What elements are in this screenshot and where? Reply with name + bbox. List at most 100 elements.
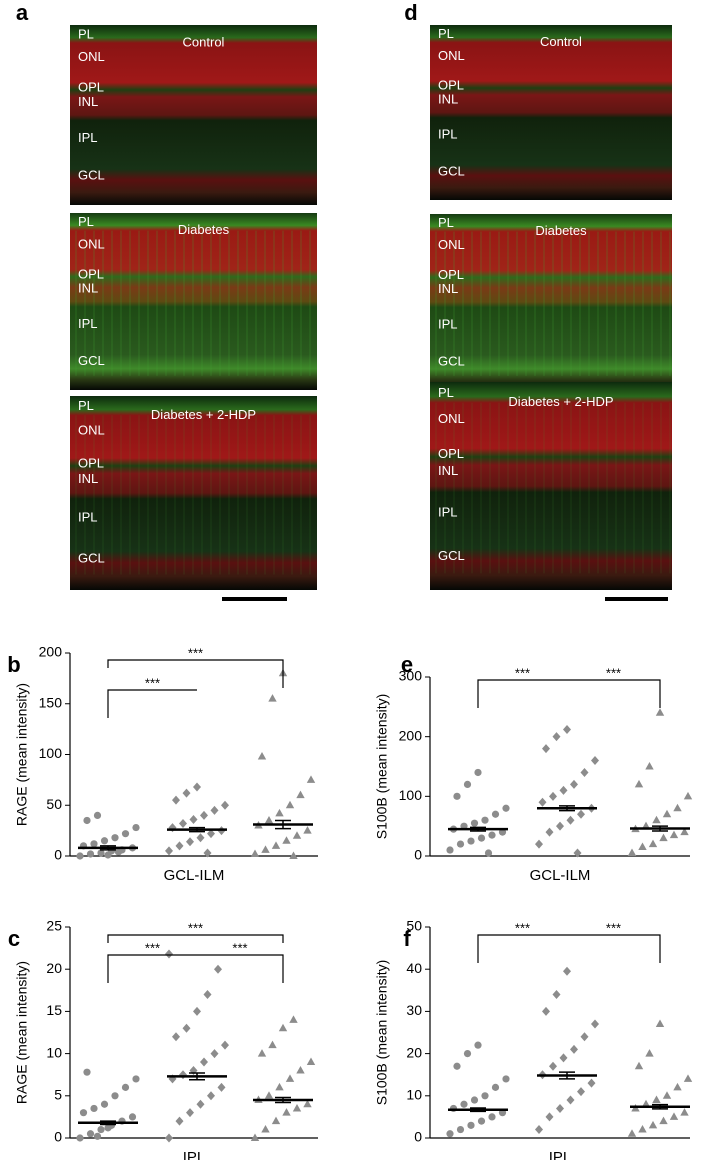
layer-label: INL xyxy=(78,471,98,486)
layer-label: PL xyxy=(78,398,94,413)
data-point xyxy=(207,829,215,839)
data-point xyxy=(655,708,665,716)
data-point xyxy=(193,782,201,792)
data-point xyxy=(200,810,208,820)
condition-label: Diabetes xyxy=(178,222,230,237)
layer-label: IPL xyxy=(438,504,458,519)
data-point xyxy=(453,792,461,800)
significance-bracket xyxy=(477,679,567,708)
data-point xyxy=(488,831,496,839)
y-tick-label: 150 xyxy=(39,694,63,710)
data-point xyxy=(83,816,91,825)
data-point xyxy=(680,827,689,836)
significance-bracket xyxy=(477,934,567,963)
data-point xyxy=(221,800,229,810)
data-point xyxy=(179,819,187,829)
data-point xyxy=(257,752,267,760)
data-point xyxy=(474,768,482,777)
significance-bracket xyxy=(107,659,284,688)
significance-label: *** xyxy=(145,675,160,690)
data-point xyxy=(90,840,98,848)
data-point xyxy=(559,1053,568,1063)
data-point xyxy=(641,1099,651,1108)
data-point xyxy=(285,1074,295,1082)
layer-label: OPL xyxy=(438,78,464,93)
data-point xyxy=(303,826,312,834)
data-point xyxy=(502,804,510,812)
data-point xyxy=(655,1019,665,1028)
data-point xyxy=(638,842,647,851)
data-point xyxy=(86,850,95,858)
data-point xyxy=(121,1083,130,1091)
layer-label: OPL xyxy=(438,446,464,461)
layer-label: OPL xyxy=(78,266,104,281)
data-point xyxy=(535,1125,543,1135)
y-tick-label: 300 xyxy=(399,668,423,684)
significance-label: *** xyxy=(515,665,530,680)
data-point xyxy=(545,827,554,837)
data-point xyxy=(545,1112,554,1122)
y-tick-label: 25 xyxy=(46,918,62,934)
micrograph-fibers xyxy=(70,415,317,575)
data-point xyxy=(648,839,658,848)
significance-bracket xyxy=(567,679,661,708)
data-point xyxy=(563,966,571,976)
layer-label: INL xyxy=(438,92,458,107)
data-point xyxy=(182,788,191,798)
data-point xyxy=(591,756,599,766)
data-point xyxy=(86,1130,95,1138)
data-point xyxy=(502,1075,510,1083)
data-point xyxy=(549,791,557,801)
layer-label: GCL xyxy=(438,548,465,563)
data-point xyxy=(645,1049,654,1057)
y-tick-label: 0 xyxy=(414,847,422,863)
layer-label: GCL xyxy=(438,353,465,368)
error-bar xyxy=(275,1096,291,1104)
data-point xyxy=(652,1095,661,1104)
layer-label: ONL xyxy=(438,237,465,252)
data-point xyxy=(573,848,582,858)
data-point xyxy=(566,1095,575,1105)
data-point xyxy=(634,1061,644,1070)
y-axis-label: RAGE (mean intensity) xyxy=(14,961,30,1104)
data-point xyxy=(542,1006,550,1016)
data-point xyxy=(460,1100,468,1108)
layer-label: INL xyxy=(438,281,458,296)
layer-label: PL xyxy=(438,215,454,230)
data-point xyxy=(189,814,198,824)
y-tick-label: 0 xyxy=(54,1129,62,1145)
data-point xyxy=(627,1129,637,1137)
data-point xyxy=(634,779,644,788)
data-point xyxy=(456,1125,465,1134)
data-point xyxy=(292,1103,302,1112)
y-tick-label: 20 xyxy=(46,960,62,976)
error-bar xyxy=(652,825,668,832)
data-point xyxy=(446,1130,454,1138)
layer-label: GCL xyxy=(438,163,465,178)
layer-label: IPL xyxy=(78,510,98,525)
layer-label: OPL xyxy=(78,455,104,470)
data-point xyxy=(296,1065,305,1074)
data-point xyxy=(638,1125,647,1133)
significance-bracket xyxy=(197,954,284,983)
data-point xyxy=(673,803,682,812)
layer-label: ONL xyxy=(78,422,105,437)
data-point xyxy=(210,1049,219,1059)
data-point xyxy=(275,1082,284,1091)
significance-label: *** xyxy=(515,920,530,935)
data-point xyxy=(488,1113,496,1121)
y-tick-label: 10 xyxy=(46,1044,62,1060)
data-point xyxy=(563,725,571,735)
data-point xyxy=(132,1075,140,1083)
layer-label: OPL xyxy=(78,79,104,94)
data-point xyxy=(128,1113,137,1121)
data-point xyxy=(76,852,84,860)
y-tick-label: 20 xyxy=(406,1044,422,1060)
layer-label: INL xyxy=(438,463,458,478)
data-point xyxy=(662,1091,672,1099)
error-bar xyxy=(275,819,291,830)
data-point xyxy=(683,791,693,800)
x-axis-label: IPL xyxy=(183,1149,206,1160)
data-point xyxy=(93,1132,102,1140)
error-bar xyxy=(470,1107,486,1113)
